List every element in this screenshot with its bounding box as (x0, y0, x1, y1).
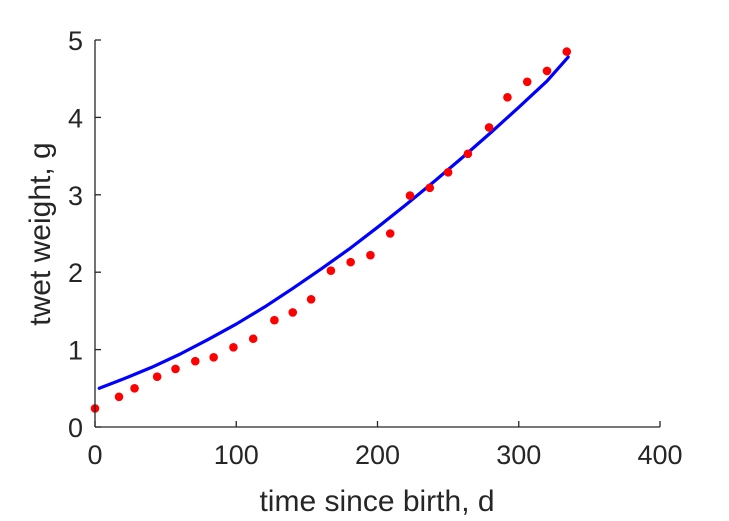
y-tick-label: 4 (68, 103, 83, 133)
tick-labels: 0 100 200 300 400 0 1 2 3 4 5 (68, 26, 683, 470)
fit-curve-layer (97, 55, 570, 390)
data-point (503, 92, 512, 102)
data-point (326, 266, 336, 275)
data-point (346, 257, 355, 267)
x-tick-label: 200 (355, 440, 400, 470)
data-point (542, 66, 552, 76)
data-point (270, 315, 279, 325)
data-point (443, 168, 453, 177)
data-point (229, 342, 238, 352)
data-point (171, 364, 180, 374)
fit-curve (97, 55, 570, 390)
y-tick-label: 3 (68, 181, 83, 211)
x-axis-title: time since birth, d (259, 485, 494, 518)
data-point (114, 392, 124, 402)
data-point (463, 149, 473, 159)
y-axis-title: twet weight, g (24, 142, 57, 325)
data-point (152, 372, 162, 381)
data-point (366, 250, 375, 260)
data-point (288, 308, 298, 317)
x-tick-label: 400 (637, 440, 682, 470)
data-point (425, 183, 435, 193)
data-point (209, 353, 218, 362)
y-tick-label: 2 (68, 258, 83, 288)
x-tick-label: 0 (87, 440, 102, 470)
data-point (562, 47, 572, 56)
data-point (405, 191, 415, 200)
y-tick-label: 1 (68, 336, 83, 366)
x-tick-label: 100 (214, 440, 259, 470)
data-point (306, 294, 316, 304)
y-tick-label: 0 (68, 413, 83, 443)
data-point (522, 77, 532, 87)
data-point (484, 123, 494, 132)
data-points-layer (90, 47, 572, 413)
data-point (190, 356, 200, 366)
data-point (130, 384, 139, 393)
data-point (385, 229, 395, 238)
y-tick-label: 5 (68, 26, 83, 56)
axes (94, 39, 661, 428)
x-tick-label: 300 (496, 440, 541, 470)
data-point (248, 334, 258, 344)
